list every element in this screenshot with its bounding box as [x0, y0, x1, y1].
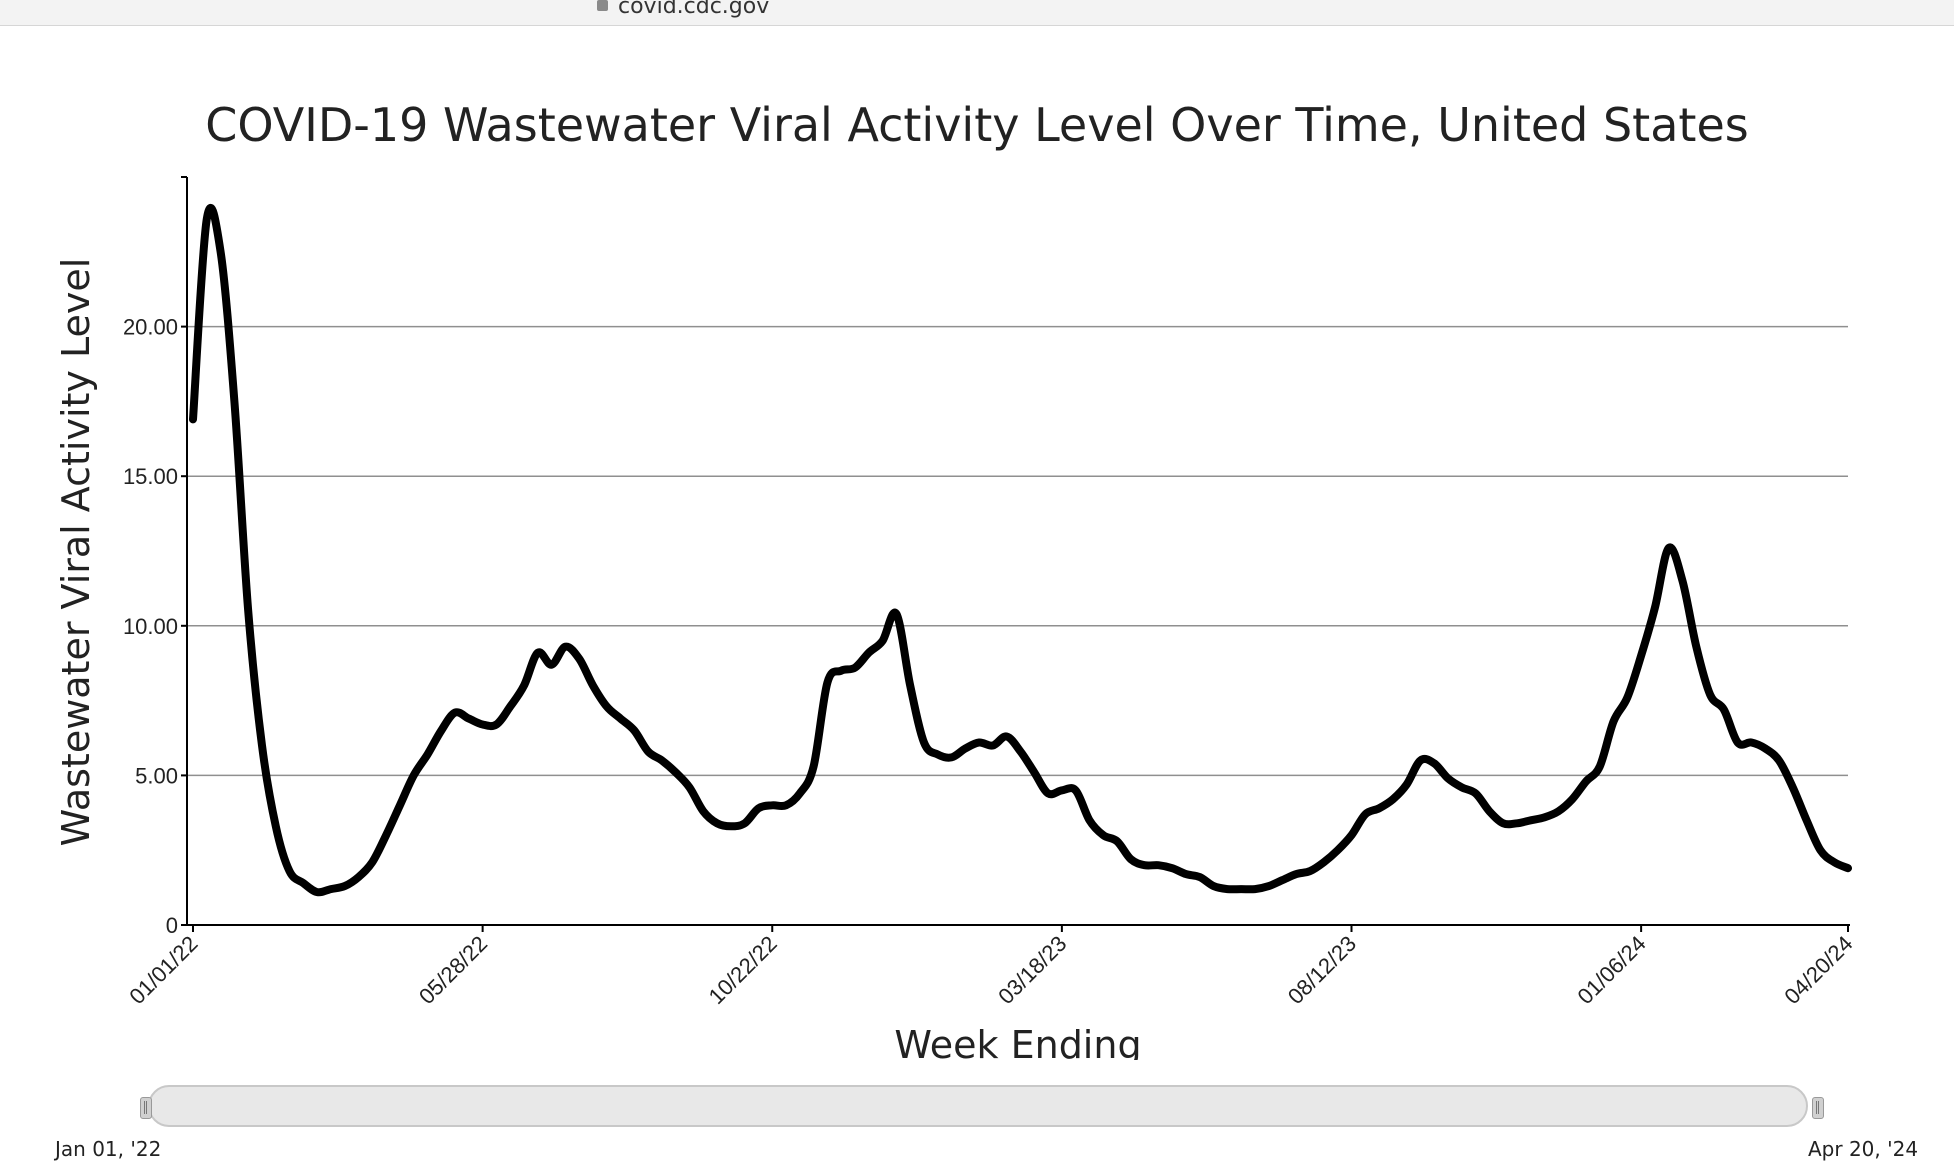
axes — [181, 176, 1850, 926]
browser-address-bar[interactable]: covid.cdc.gov — [0, 0, 1954, 26]
date-range-slider[interactable] — [148, 1085, 1808, 1127]
range-end-label: Apr 20, '24 — [1808, 1137, 1919, 1161]
x-axis-label: Week Ending — [894, 1023, 1141, 1060]
x-tick-label: 05/28/22 — [414, 931, 492, 1009]
y-tick-labels: 0 5.00 10.00 15.00 20.00 — [123, 315, 187, 938]
line-chart: 0 5.00 10.00 15.00 20.00 01/01/22 05/28/22 10/… — [54, 176, 1858, 1060]
x-tick-label: 03/18/23 — [993, 931, 1071, 1009]
x-tick-label: 01/06/24 — [1572, 931, 1650, 1009]
x-tick-labels: 01/01/22 05/28/22 10/22/22 03/18/23 08/12/23… — [124, 925, 1858, 1009]
y-tick-label: 5.00 — [135, 763, 178, 788]
y-axis-label: Wastewater Viral Activity Level — [54, 258, 98, 847]
chart-title: COVID-19 Wastewater Viral Activity Level… — [205, 98, 1749, 152]
x-tick-label: 08/12/23 — [1283, 931, 1361, 1009]
x-tick-label: 04/20/24 — [1779, 931, 1857, 1009]
range-start-handle[interactable] — [140, 1097, 152, 1119]
lock-icon — [597, 0, 608, 11]
gridlines — [187, 325, 1848, 777]
range-end-handle[interactable] — [1812, 1097, 1824, 1119]
series-line[interactable] — [189, 203, 1852, 897]
y-tick-label: 20.00 — [123, 315, 178, 340]
x-tick-label: 10/22/22 — [704, 931, 782, 1009]
y-tick-label: 0 — [166, 913, 178, 938]
url-text[interactable]: covid.cdc.gov — [618, 0, 770, 19]
y-tick-label: 15.00 — [123, 464, 178, 489]
y-tick-label: 10.00 — [123, 614, 178, 639]
x-tick-label: 01/01/22 — [124, 931, 202, 1009]
range-start-label: Jan 01, '22 — [55, 1137, 162, 1161]
